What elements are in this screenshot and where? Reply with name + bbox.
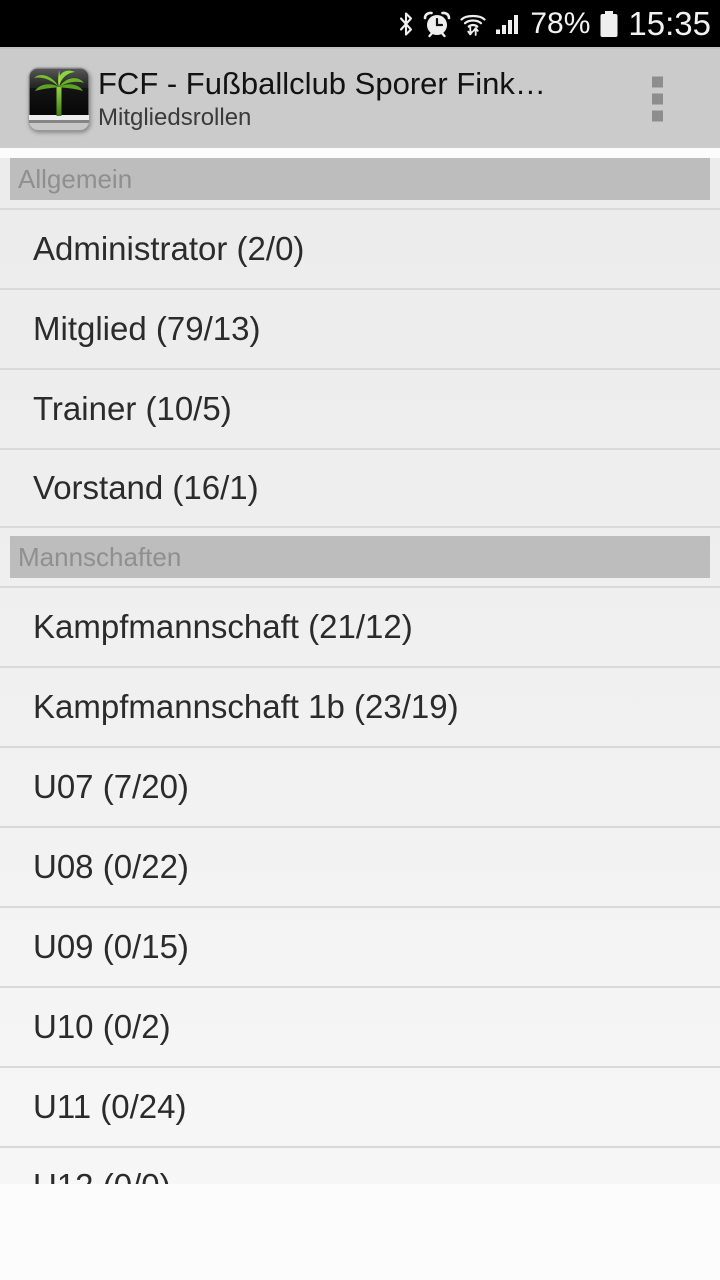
clock: 15:35 <box>628 5 711 42</box>
palm-fronds <box>34 69 84 91</box>
list-item-vorstand[interactable]: Vorstand (16/1) <box>0 448 720 528</box>
list-item-label: U08 (0/22) <box>33 848 189 885</box>
list-item-kampfmannschaft[interactable]: Kampfmannschaft (21/12) <box>0 586 720 666</box>
bottom-blank-area <box>0 1184 720 1280</box>
palm-tree-app-icon <box>28 66 90 132</box>
section-header-label: Mannschaften <box>18 541 182 572</box>
list-item-trainer[interactable]: Trainer (10/5) <box>0 368 720 448</box>
section-header-allgemein: Allgemein <box>10 158 710 200</box>
list-item-u07[interactable]: U07 (7/20) <box>0 746 720 826</box>
group-allgemein: Administrator (2/0) Mitglied (79/13) Tra… <box>0 208 720 528</box>
list-item-u09[interactable]: U09 (0/15) <box>0 906 720 986</box>
status-bar: 78% 15:35 <box>0 0 720 47</box>
list-item-label: U07 (7/20) <box>33 768 189 805</box>
list-item-label: Kampfmannschaft 1b (23/19) <box>33 688 459 725</box>
app-bar: FCF - Fußballclub Sporer Fink… Mitglieds… <box>0 47 720 148</box>
list-item-u10[interactable]: U10 (0/2) <box>0 986 720 1066</box>
list-item-u08[interactable]: U08 (0/22) <box>0 826 720 906</box>
section-header-label: Allgemein <box>18 163 133 194</box>
list-item-label: Vorstand (16/1) <box>33 469 259 506</box>
app-title: FCF - Fußballclub Sporer Fink… <box>98 65 546 101</box>
list-item-label: Administrator (2/0) <box>33 230 305 267</box>
battery-icon <box>599 10 619 38</box>
list-item-u11[interactable]: U11 (0/24) <box>0 1066 720 1146</box>
page-title: Mitgliedsrollen <box>98 103 252 131</box>
alarm-icon <box>423 10 451 38</box>
list-item-label: Mitglied (79/13) <box>33 310 261 347</box>
overflow-menu-icon <box>652 76 663 87</box>
app-bar-titles: FCF - Fußballclub Sporer Fink… Mitglieds… <box>98 65 546 133</box>
list-item-mitglied[interactable]: Mitglied (79/13) <box>0 288 720 368</box>
member-roles-list: Allgemein Administrator (2/0) Mitglied (… <box>0 158 720 1280</box>
signal-strength-icon <box>495 11 521 37</box>
group-mannschaften: Kampfmannschaft (21/12) Kampfmannschaft … <box>0 586 720 1226</box>
list-item-label: U11 (0/24) <box>33 1088 187 1125</box>
bluetooth-icon <box>398 11 414 37</box>
wifi-icon <box>460 11 486 37</box>
list-item-label: U10 (0/2) <box>33 1008 171 1045</box>
battery-percent: 78% <box>530 6 591 40</box>
list-item-label: Trainer (10/5) <box>33 390 232 427</box>
list-item-administrator[interactable]: Administrator (2/0) <box>0 208 720 288</box>
overflow-menu-button[interactable] <box>646 70 669 127</box>
list-item-label: U09 (0/15) <box>33 928 189 965</box>
list-item-label: Kampfmannschaft (21/12) <box>33 608 413 645</box>
list-item-kampfmannschaft-1b[interactable]: Kampfmannschaft 1b (23/19) <box>0 666 720 746</box>
section-header-mannschaften: Mannschaften <box>10 536 710 578</box>
